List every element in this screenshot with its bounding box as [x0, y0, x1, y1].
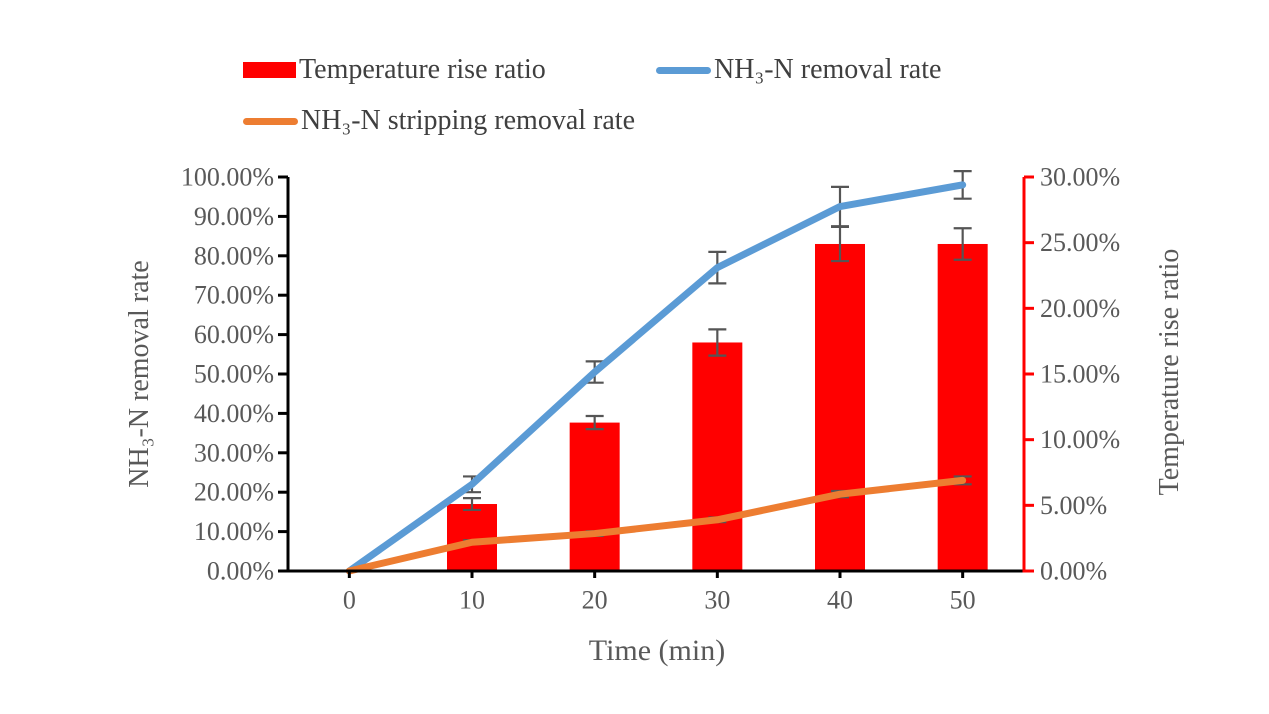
bar [447, 504, 497, 571]
right-axis-tick-label: 20.00% [1040, 294, 1120, 323]
left-axis-tick-label: 80.00% [194, 241, 274, 270]
x-axis-tick-label: 30 [704, 586, 730, 615]
left-axis-tick-label: 30.00% [194, 438, 274, 467]
bar [815, 243, 865, 572]
x-axis-tick-label: 40 [827, 586, 853, 615]
legend-swatch-bar-icon [243, 62, 296, 78]
right-axis-tick-label: 0.00% [1040, 557, 1107, 586]
left-axis-tick-label: 0.00% [207, 557, 274, 586]
right-axis-tick-label: 25.00% [1040, 228, 1120, 257]
legend-label-nh3n-removal-rate: NH₃-N removal rate [714, 54, 942, 85]
bar [569, 422, 620, 571]
legend-item-temperature-rise-ratio: Temperature rise ratio [243, 54, 546, 85]
legend-label-temperature-rise-ratio: Temperature rise ratio [299, 54, 546, 85]
bar [692, 342, 743, 571]
left-axis-tick-label: 50.00% [194, 360, 274, 389]
right-axis-tick-label: 10.00% [1040, 425, 1120, 454]
x-axis-title: Time (min) [588, 634, 726, 667]
left-axis-tick-label: 20.00% [194, 478, 274, 507]
x-axis-tick-label: 50 [950, 586, 976, 615]
legend-item-nh3n-removal-rate: NH₃-N removal rate [656, 54, 942, 85]
bar [937, 243, 988, 572]
left-axis-tick-label: 70.00% [194, 281, 274, 310]
legend-swatch-blue-line-icon [656, 66, 711, 74]
left-axis-tick-label: 60.00% [194, 320, 274, 349]
left-axis-tick-label: 100.00% [181, 163, 274, 192]
left-axis-tick-label: 90.00% [194, 202, 274, 231]
x-axis-tick-label: 0 [343, 586, 356, 615]
right-axis-tick-label: 15.00% [1040, 360, 1120, 389]
legend-item-nh3n-stripping-removal-rate: NH₃-N stripping removal rate [243, 105, 636, 136]
x-axis-tick-label: 10 [459, 586, 485, 615]
line-series [345, 181, 967, 575]
line-series [345, 476, 967, 575]
right-axis-tick-label: 5.00% [1040, 491, 1107, 520]
left-axis-tick-label: 40.00% [194, 399, 274, 428]
legend-swatch-orange-line-icon [243, 117, 298, 125]
right-axis-tick-label: 30.00% [1040, 163, 1120, 192]
left-axis-tick-label: 10.00% [194, 517, 274, 546]
x-axis-tick-label: 20 [582, 586, 608, 615]
legend-label-nh3n-stripping-removal-rate: NH₃-N stripping removal rate [301, 105, 636, 136]
